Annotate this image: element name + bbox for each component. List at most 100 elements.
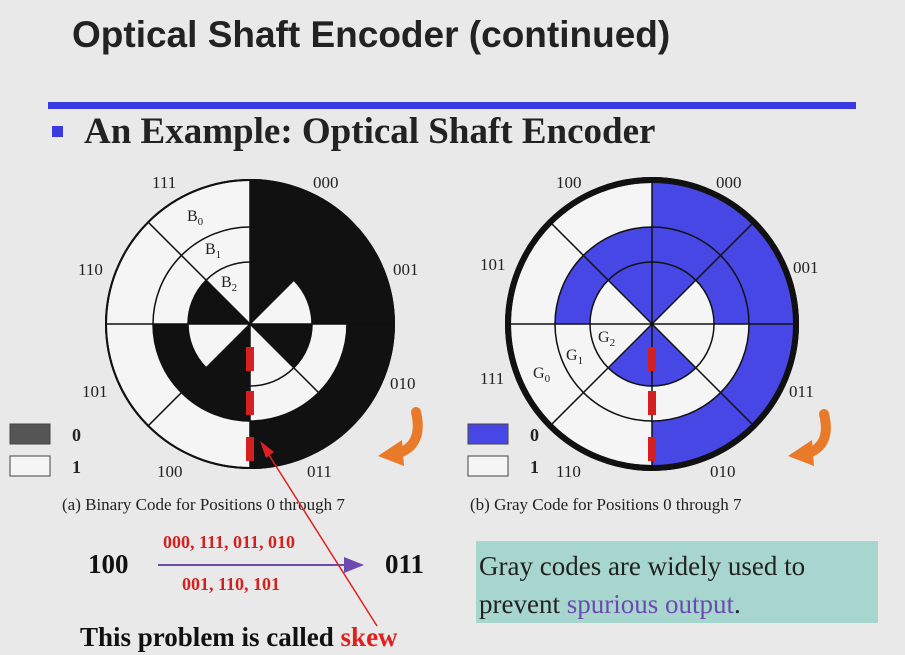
gray-disk-segment [695,255,749,324]
gray-disk-segment [720,222,796,324]
transition-above-arrow: 000, 111, 011, 010 [163,532,295,552]
binary-position-label: 100 [157,462,183,481]
gray-position-label: 010 [710,462,736,481]
binary-position-label: 010 [390,374,416,393]
binary-position-labels: 111 000 110 001 101 010 100 011 [78,173,419,481]
gray-track-label: G0 [533,365,551,385]
gray-disk-segment [652,180,754,256]
gray-disk-spoke [549,221,653,325]
skew-statement: This problem is called skew [80,622,398,652]
binary-disk-segment [206,324,250,386]
transition-to: 011 [385,549,424,579]
gray-position-label: 101 [480,255,506,274]
gray-track-label: G1 [566,347,583,367]
legend-value: 1 [530,457,539,477]
binary-disk-segment [250,324,312,368]
binary-disk-segment [250,392,352,468]
binary-disk-spoke [249,323,353,427]
gray-disk-spoke [651,323,755,427]
skew-pointer-head [260,441,274,458]
binary-sensor-mark [246,347,254,371]
slide-title: Optical Shaft Encoder (continued) [72,14,671,55]
legend-value: 1 [72,457,81,477]
legend-value: 0 [72,425,81,445]
summary-box [476,541,878,623]
binary-disk [105,179,395,469]
binary-disk-segment [250,262,294,324]
gray-position-labels: 100 000 101 001 111 011 110 010 [480,173,819,481]
binary-track-labels: B0 B1 B2 [187,208,237,294]
gray-disk-segment [583,227,652,281]
gray-sensor-mark [648,437,656,461]
gray-sensor-mark [648,391,656,415]
binary-disk-segment [153,324,207,393]
skew-pointer-line [261,443,378,627]
summary-highlight: spurious output [566,589,734,619]
binary-disk-fills [153,180,394,468]
gray-disk-lines [508,180,796,468]
gray-disk-spoke [549,323,653,427]
gray-position-label: 001 [793,258,819,277]
gray-disk-spoke [651,221,755,325]
binary-disk-segment [250,180,352,256]
slide-subtitle: An Example: Optical Shaft Encoder [84,111,656,152]
transition-below-arrow: 001, 110, 101 [182,574,280,594]
binary-disk-segment [188,280,250,324]
binary-disk-lines [106,180,394,468]
binary-position-label: 101 [82,382,108,401]
binary-legend: 0 1 [9,423,81,477]
gray-disk-fills [555,180,796,468]
legend-swatch-dark [9,423,51,445]
gray-position-label: 111 [480,369,504,388]
gray-disk-segment [608,262,652,324]
gray-position-label: 110 [556,462,581,481]
transition-from: 100 [88,549,129,579]
gray-sensor-marks [648,347,656,461]
gray-track-label: G2 [598,329,615,349]
gray-disk-segment [608,324,652,386]
curved-arrow-icon [378,407,423,466]
gray-disk-segment [555,255,609,324]
gray-disk-segment [652,262,696,324]
binary-disk-segment [250,227,319,281]
binary-disk-spoke [147,221,251,325]
gray-position-label: 011 [789,382,814,401]
curved-arrow-icon [788,409,831,466]
gray-caption: (b) Gray Code for Positions 0 through 7 [470,495,742,514]
gray-disk [505,177,799,471]
binary-disk-rim [105,179,395,469]
binary-disk-segment [318,222,394,324]
gray-disk-segment [652,324,696,386]
binary-track-label: B0 [187,208,204,228]
legend-swatch-blue [467,423,509,445]
binary-disk-segment [318,324,394,426]
legend-swatch-light [467,455,509,477]
binary-track-label: B2 [221,274,237,294]
binary-disk-segment [181,367,250,421]
gray-position-label: 000 [716,173,742,192]
binary-sensor-mark [246,437,254,461]
binary-position-label: 111 [152,173,176,192]
gray-disk-segment [720,324,796,426]
gray-sensor-mark [648,347,656,371]
gray-position-label: 100 [556,173,582,192]
gray-disk-segment [652,227,721,281]
legend-swatch-light [9,455,51,477]
summary-text: Gray codes are widely used to prevent sp… [479,551,806,619]
skew-term: skew [340,622,398,652]
binary-caption: (a) Binary Code for Positions 0 through … [62,495,345,514]
binary-position-label: 011 [307,462,332,481]
binary-sensor-marks [246,347,254,461]
binary-sensor-mark [246,391,254,415]
binary-position-label: 110 [78,260,103,279]
gray-legend: 0 1 [467,423,539,477]
binary-disk-segment [293,255,347,324]
binary-disk-spoke [249,221,353,325]
square-bullet-icon [52,126,63,137]
gray-disk-segment [652,392,754,468]
gray-track-labels: G0 G1 G2 [533,329,615,385]
legend-value: 0 [530,425,539,445]
binary-disk-spoke [147,323,251,427]
gray-disk-rim [505,177,799,471]
